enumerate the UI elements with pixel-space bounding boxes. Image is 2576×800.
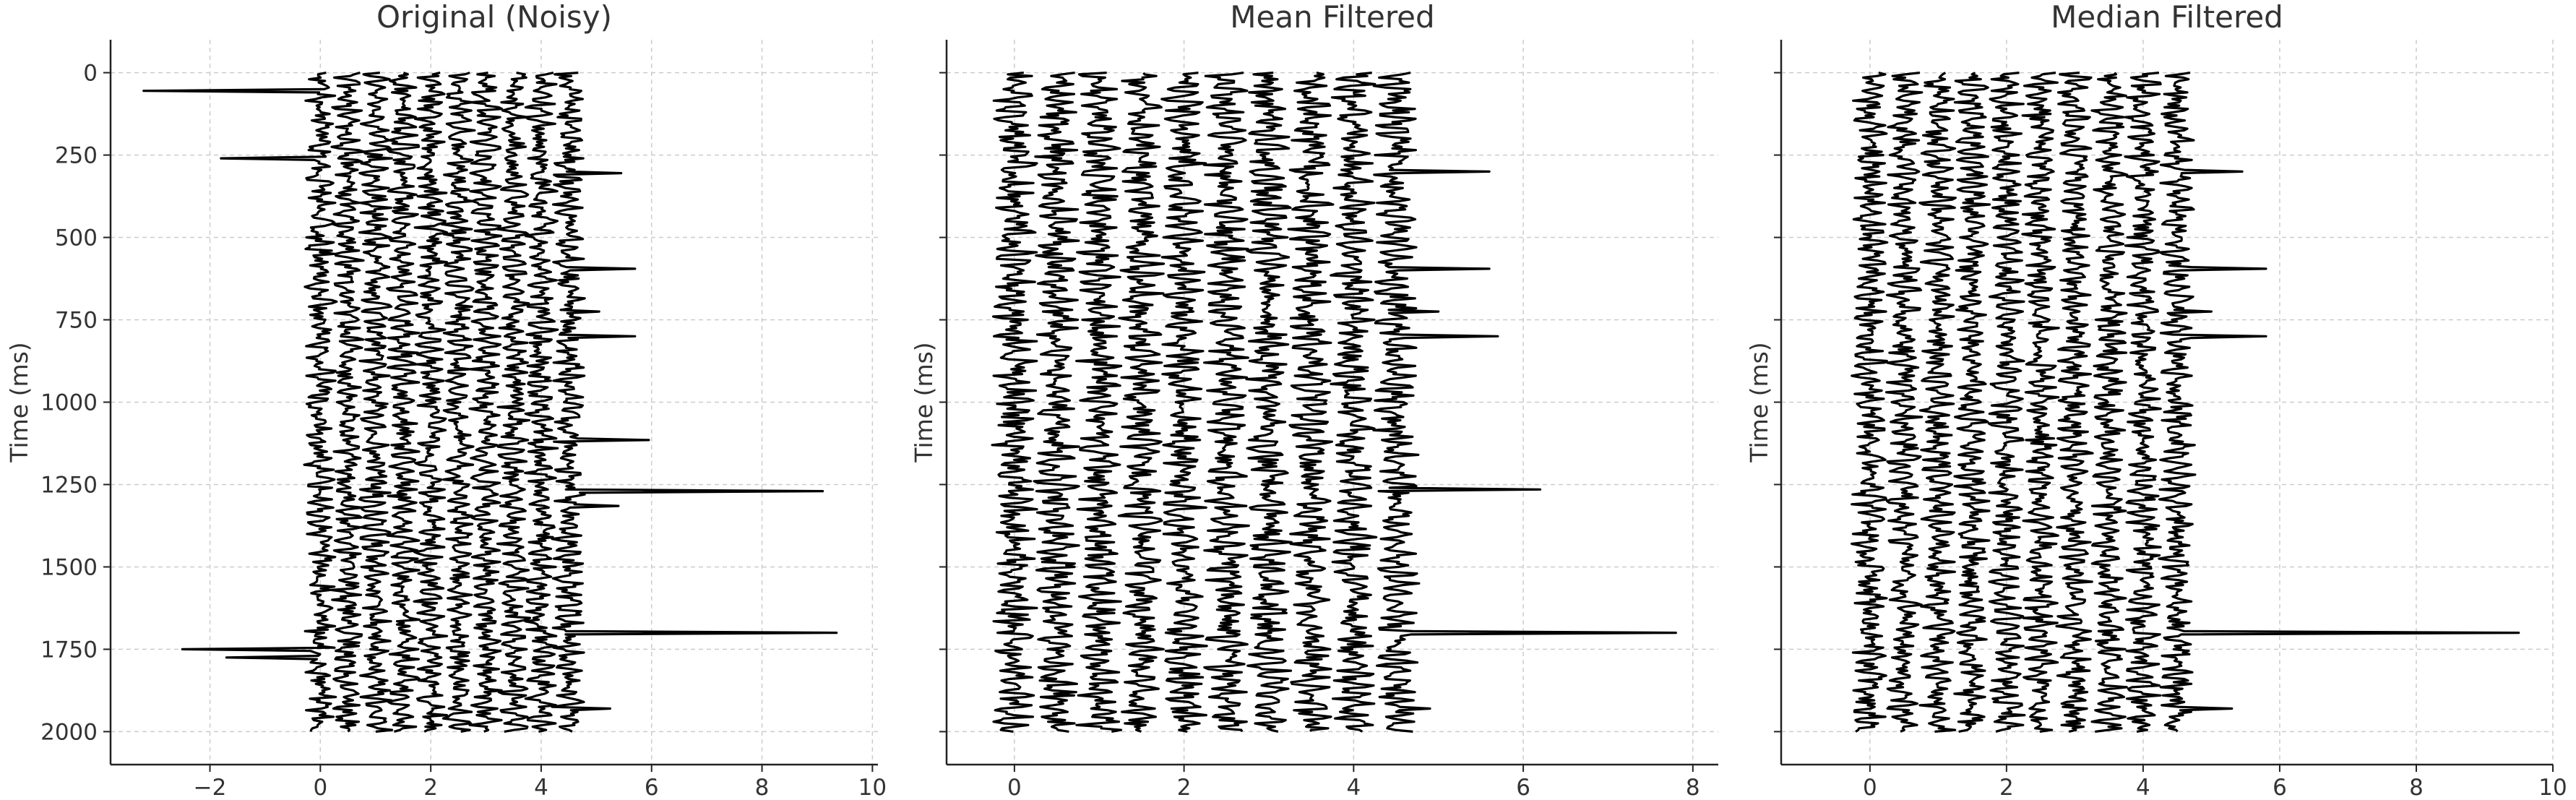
- x-tick-label: 8: [1686, 775, 1700, 800]
- trace-3: [358, 72, 394, 733]
- x-tick-label: 6: [1516, 775, 1530, 800]
- trace-2: [329, 72, 366, 733]
- y-tick-label: 250: [55, 143, 98, 169]
- x-tick-label: 2: [423, 775, 438, 800]
- x-tick-label: 10: [2538, 775, 2567, 800]
- trace-10: [1372, 72, 1677, 733]
- y-tick-label: 0: [83, 61, 98, 87]
- trace-9: [2124, 72, 2162, 733]
- y-axis-label: Time (ms): [5, 342, 33, 463]
- trace-5: [1160, 72, 1208, 733]
- trace-2: [1884, 72, 1924, 733]
- y-tick-label: 1000: [40, 390, 98, 416]
- y-tick-label: 2000: [40, 719, 98, 745]
- trace-7: [2055, 72, 2094, 733]
- x-tick-label: 0: [1007, 775, 1022, 800]
- y-axis-label: Time (ms): [1745, 342, 1773, 463]
- x-tick-label: 2: [1177, 775, 1192, 800]
- chart-title: Mean Filtered: [1230, 0, 1434, 35]
- trace-9: [1330, 72, 1378, 733]
- trace-4: [386, 72, 421, 733]
- y-tick-label: 750: [55, 308, 98, 334]
- trace-1: [1851, 72, 1889, 733]
- x-tick-label: 2: [1999, 775, 2014, 800]
- trace-1: [991, 72, 1038, 733]
- chart-title: Median Filtered: [2051, 0, 2283, 35]
- x-tick-label: 4: [1346, 775, 1361, 800]
- trace-8: [2090, 72, 2129, 733]
- trace-10: [551, 72, 838, 733]
- trace-4: [1953, 72, 1991, 733]
- x-tick-label: 8: [755, 775, 770, 800]
- panel-1: −2 0 2 4 6 8 10 0 250 500 750 1000 1250 1500 1750 2000 T…: [5, 0, 887, 800]
- x-tick-label: 0: [1863, 775, 1877, 800]
- trace-1: [142, 72, 338, 732]
- trace-10: [2158, 72, 2520, 733]
- chart-title: Original (Noisy): [376, 0, 612, 35]
- trace-8: [1287, 72, 1335, 732]
- trace-5: [413, 72, 449, 733]
- x-tick-label: 8: [2409, 775, 2424, 800]
- trace-6: [440, 72, 476, 733]
- trace-2: [1033, 72, 1080, 733]
- x-tick-label: 6: [2273, 775, 2287, 800]
- x-tick-label: 6: [645, 775, 659, 800]
- panel-2: 0 2 4 6 8 Time (ms) Mean Filtered: [910, 0, 1718, 800]
- y-tick-label: 1500: [40, 554, 98, 580]
- trace-8: [496, 72, 532, 733]
- x-tick-label: 4: [2136, 775, 2150, 800]
- trace-7: [468, 72, 504, 733]
- y-tick-label: 1750: [40, 637, 98, 663]
- trace-3: [1918, 72, 1957, 733]
- trace-4: [1117, 72, 1166, 733]
- x-tick-label: 10: [858, 775, 887, 800]
- x-tick-label: 4: [534, 775, 548, 800]
- trace-3: [1075, 72, 1123, 733]
- trace-5: [1987, 72, 2026, 733]
- y-axis-label: Time (ms): [910, 342, 938, 463]
- x-tick-label: −2: [194, 775, 227, 800]
- y-tick-label: 500: [55, 225, 98, 251]
- y-tick-label: 1250: [40, 472, 98, 498]
- trace-6: [1202, 72, 1250, 733]
- x-tick-label: 0: [313, 775, 327, 800]
- panel-3: 0 2 4 6 8 10 Time (ms) Median Filtered: [1745, 0, 2567, 800]
- trace-7: [1245, 72, 1293, 733]
- trace-9: [524, 72, 559, 733]
- trace-6: [2021, 72, 2060, 733]
